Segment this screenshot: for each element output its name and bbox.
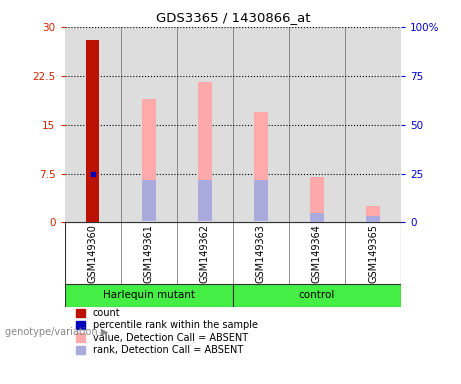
- Bar: [86, 40, 99, 222]
- Bar: [142, 99, 156, 220]
- Text: GSM149364: GSM149364: [312, 224, 322, 283]
- Text: GSM149362: GSM149362: [200, 224, 210, 283]
- Bar: [254, 180, 268, 220]
- Bar: [142, 180, 156, 220]
- Bar: [233, 284, 401, 307]
- Bar: [198, 82, 212, 180]
- Text: GSM149363: GSM149363: [256, 224, 266, 283]
- Bar: [310, 177, 324, 213]
- Bar: [366, 216, 380, 222]
- Bar: [198, 180, 212, 220]
- Legend: count, percentile rank within the sample, value, Detection Call = ABSENT, rank, : count, percentile rank within the sample…: [76, 308, 258, 355]
- Bar: [366, 206, 380, 219]
- Text: Harlequin mutant: Harlequin mutant: [103, 290, 195, 300]
- Text: GSM149361: GSM149361: [144, 224, 154, 283]
- Text: GSM149360: GSM149360: [88, 224, 98, 283]
- Bar: [310, 213, 324, 222]
- Text: GSM149365: GSM149365: [368, 224, 378, 283]
- Text: control: control: [299, 290, 335, 300]
- Title: GDS3365 / 1430866_at: GDS3365 / 1430866_at: [155, 11, 310, 24]
- Bar: [65, 284, 233, 307]
- Text: genotype/variation ▶: genotype/variation ▶: [5, 327, 108, 337]
- Bar: [254, 112, 268, 180]
